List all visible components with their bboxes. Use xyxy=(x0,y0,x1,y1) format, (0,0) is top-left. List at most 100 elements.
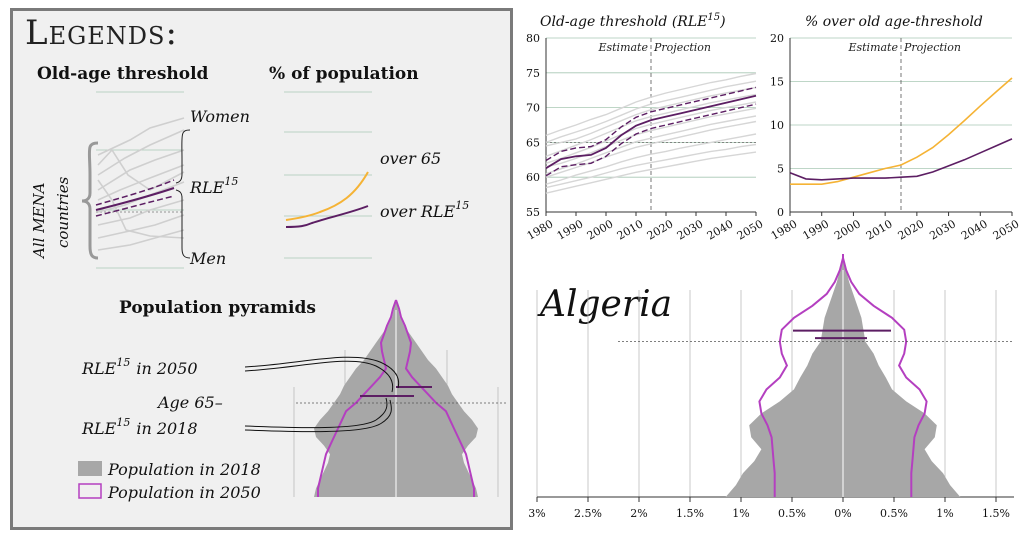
chart1-series-men xyxy=(545,103,757,177)
chart2-xtick-5: 2030 xyxy=(927,217,958,242)
legend-all-mena: All MENA xyxy=(30,182,48,260)
pyramid-title: Algeria xyxy=(537,284,672,325)
legend-gray-line-7 xyxy=(97,229,185,251)
chart1-xtick-3: 2010 xyxy=(615,217,646,242)
chart2-series-1 xyxy=(789,138,1013,181)
legend-gray-line-9 xyxy=(97,148,185,191)
chart1-ytick-4: 75 xyxy=(526,67,540,80)
legend-title: Legends: xyxy=(25,13,178,53)
chart-algeria-pyramid: Algeria 3% 2.5% 2% 1.5% 1% 0.5% 0% 0.5% 1% 1.5% xyxy=(528,254,1014,520)
chart-old-age-threshold: Old-age threshold (RLE15) 55 60 65 70 75 80 19… xyxy=(525,12,766,243)
legend-overrle-label: over RLE15 xyxy=(380,199,469,221)
chart1-xtick-6: 2040 xyxy=(705,217,736,242)
pyramid-2050 xyxy=(758,254,928,497)
chart1-series-country-9 xyxy=(545,143,757,189)
legend-pop2018-swatch xyxy=(78,461,102,476)
legend-overrle-line xyxy=(285,205,369,228)
legend-pyramid-sample: RLE15 in 2050 Age 65– RLE15 in 2018 Popula… xyxy=(78,299,508,502)
chart1-series-country-2 xyxy=(545,86,757,147)
legend-women-label: Women xyxy=(190,107,250,126)
legend-over65-line xyxy=(285,171,369,221)
legend-pyramid-2050 xyxy=(317,299,475,497)
legend-rle2050-label: RLE15 in 2050 xyxy=(81,356,198,378)
legend-gray-line-0 xyxy=(97,117,185,156)
pyramid-xtick-2: 2% xyxy=(630,507,647,520)
legend-pyramid-header: Population pyramids xyxy=(119,298,316,318)
legend-gray-line-5 xyxy=(97,199,185,226)
pyramid-xtick-9: 1.5% xyxy=(982,507,1010,520)
chart1-series-country-1 xyxy=(545,80,757,144)
legend-pop2018-label: Population in 2018 xyxy=(107,460,261,479)
chart1-xtick-1: 1990 xyxy=(555,217,586,242)
legend-pct-sample: over 65 over RLE15 xyxy=(284,91,469,259)
chart1-ytick-0: 55 xyxy=(526,206,540,219)
legend-age65-label: Age 65– xyxy=(156,393,223,412)
chart1-series-country-0 xyxy=(545,72,757,137)
chart2-xtick-3: 2010 xyxy=(864,217,895,242)
legend-rle-label: RLE15 xyxy=(189,175,238,197)
chart2-xtick-1: 1990 xyxy=(800,217,831,242)
legend-pop2050-label: Population in 2050 xyxy=(107,483,261,502)
chart1-ytick-1: 60 xyxy=(526,171,540,184)
chart1-series-rle15 xyxy=(545,94,757,169)
legend-over65-label: over 65 xyxy=(380,149,441,168)
chart1-series-country-7 xyxy=(545,120,757,178)
chart1-ytick-3: 70 xyxy=(526,102,540,115)
chart1-series-country-4 xyxy=(545,101,757,164)
legend-panel: Legends: Old-age threshold % of populati… xyxy=(10,8,513,530)
chart2-xtick-6: 2040 xyxy=(959,217,990,242)
chart-pct-over-threshold: % over old age-threshold 0 5 10 15 20 1980 199… xyxy=(769,14,1022,243)
legend-brace xyxy=(81,141,99,260)
chart1-xtick-0: 1980 xyxy=(525,217,556,242)
chart2-ytick-2: 10 xyxy=(770,119,784,132)
pyramid-xtick-8: 1% xyxy=(936,507,953,520)
chart1-title: Old-age threshold (RLE15) xyxy=(540,12,726,30)
pyramid-xtick-4: 1% xyxy=(732,507,749,520)
chart2-series-0 xyxy=(790,77,1013,185)
legend-pop2050-swatch xyxy=(78,483,102,499)
legend-gray-line-2 xyxy=(97,149,185,191)
legend-women-line xyxy=(95,179,175,206)
chart1-ytick-5: 80 xyxy=(526,32,540,45)
chart2-ytick-4: 20 xyxy=(770,32,784,45)
chart2-xtick-2: 2000 xyxy=(832,217,863,242)
legend-gray-line-6 xyxy=(97,214,185,239)
chart1-xtick-2: 2000 xyxy=(585,217,616,242)
legend-men-label: Men xyxy=(189,249,226,268)
chart1-series-country-3 xyxy=(545,93,757,157)
chart2-title: % over old age-threshold xyxy=(805,14,983,30)
legend-threshold-sample: Women Men RLE15 All MENA countries xyxy=(30,91,250,269)
pyramid-xtick-5: 0.5% xyxy=(778,507,806,520)
chart1-estimate-label: Estimate xyxy=(597,41,648,54)
chart2-ytick-1: 5 xyxy=(777,163,784,176)
legend-men-line xyxy=(95,195,175,217)
legend-gray-line-1 xyxy=(97,129,185,176)
legend-gray-line-8 xyxy=(97,179,185,239)
chart1-series-country-8 xyxy=(545,133,757,185)
chart2-ytick-3: 15 xyxy=(770,76,784,89)
chart1-ytick-2: 65 xyxy=(526,136,540,149)
legend-old-age-header: Old-age threshold xyxy=(37,64,209,84)
chart1-series-country-6 xyxy=(545,115,757,175)
pyramid-xtick-7: 0.5% xyxy=(880,507,908,520)
legend-countries: countries xyxy=(54,176,72,248)
pyramid-xtick-3: 1.5% xyxy=(676,507,704,520)
chart1-xtick-5: 2030 xyxy=(675,217,706,242)
pyramid-xtick-1: 2.5% xyxy=(574,507,602,520)
legend-rle2018-label: RLE15 in 2018 xyxy=(81,416,198,438)
chart1-xtick-4: 2020 xyxy=(645,217,676,242)
legend-pct-header: % of population xyxy=(269,64,419,84)
pyramid-xtick-0: 3% xyxy=(528,507,545,520)
chart2-xtick-4: 2020 xyxy=(896,217,927,242)
chart2-projection-label: Projection xyxy=(903,41,961,54)
chart2-ytick-0: 0 xyxy=(777,206,784,219)
chart2-xtick-7: 2050 xyxy=(991,217,1022,242)
chart1-series-country-10 xyxy=(545,151,757,194)
chart2-xtick-0: 1980 xyxy=(769,217,800,242)
chart2-estimate-label: Estimate xyxy=(847,41,898,54)
chart1-projection-label: Projection xyxy=(653,41,711,54)
chart1-series-women xyxy=(545,86,757,162)
pyramid-xtick-6: 0% xyxy=(834,507,851,520)
legend-rle-line xyxy=(95,187,175,211)
